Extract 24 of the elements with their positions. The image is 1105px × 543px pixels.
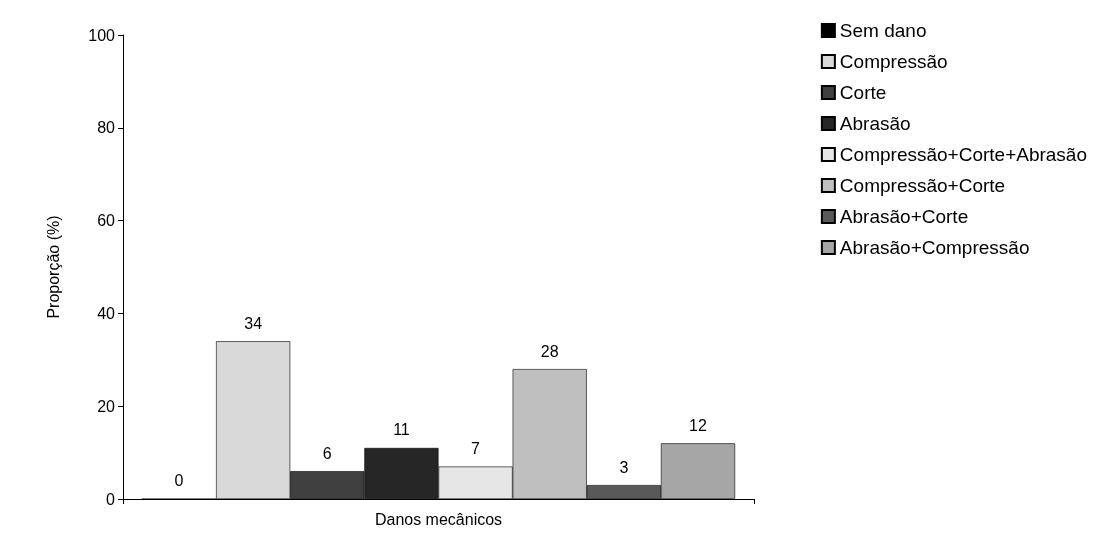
data-label: 12 — [689, 416, 707, 434]
legend-label: Compressão+Corte — [839, 175, 1006, 196]
legend-label: Compressão — [839, 51, 948, 72]
legend-label: Abrasão+Compressão — [839, 237, 1030, 258]
legend-label: Abrasão+Corte — [839, 206, 969, 227]
data-label: 0 — [174, 472, 184, 490]
y-axis-title: Proporção (%) — [44, 215, 62, 319]
legend-label: Sem dano — [839, 20, 927, 41]
y-tick-label: 60 — [97, 212, 116, 230]
data-label: 6 — [322, 444, 332, 462]
y-tick-label: 20 — [97, 397, 116, 415]
y-tick-label: 0 — [106, 490, 116, 508]
data-label: 3 — [619, 458, 629, 476]
legend-label: Compressão+Corte+Abrasão — [839, 144, 1088, 165]
data-label: 34 — [244, 314, 263, 332]
data-label: 7 — [471, 440, 481, 458]
legend-label: Corte — [839, 82, 887, 103]
y-tick-label: 100 — [88, 26, 116, 44]
data-label: 11 — [393, 421, 410, 439]
y-tick-label: 80 — [97, 119, 116, 137]
x-axis-title: Danos mecânicos — [374, 510, 503, 528]
y-tick-label: 40 — [97, 304, 116, 322]
legend-label: Abrasão — [839, 113, 911, 134]
data-label: 28 — [540, 342, 559, 360]
